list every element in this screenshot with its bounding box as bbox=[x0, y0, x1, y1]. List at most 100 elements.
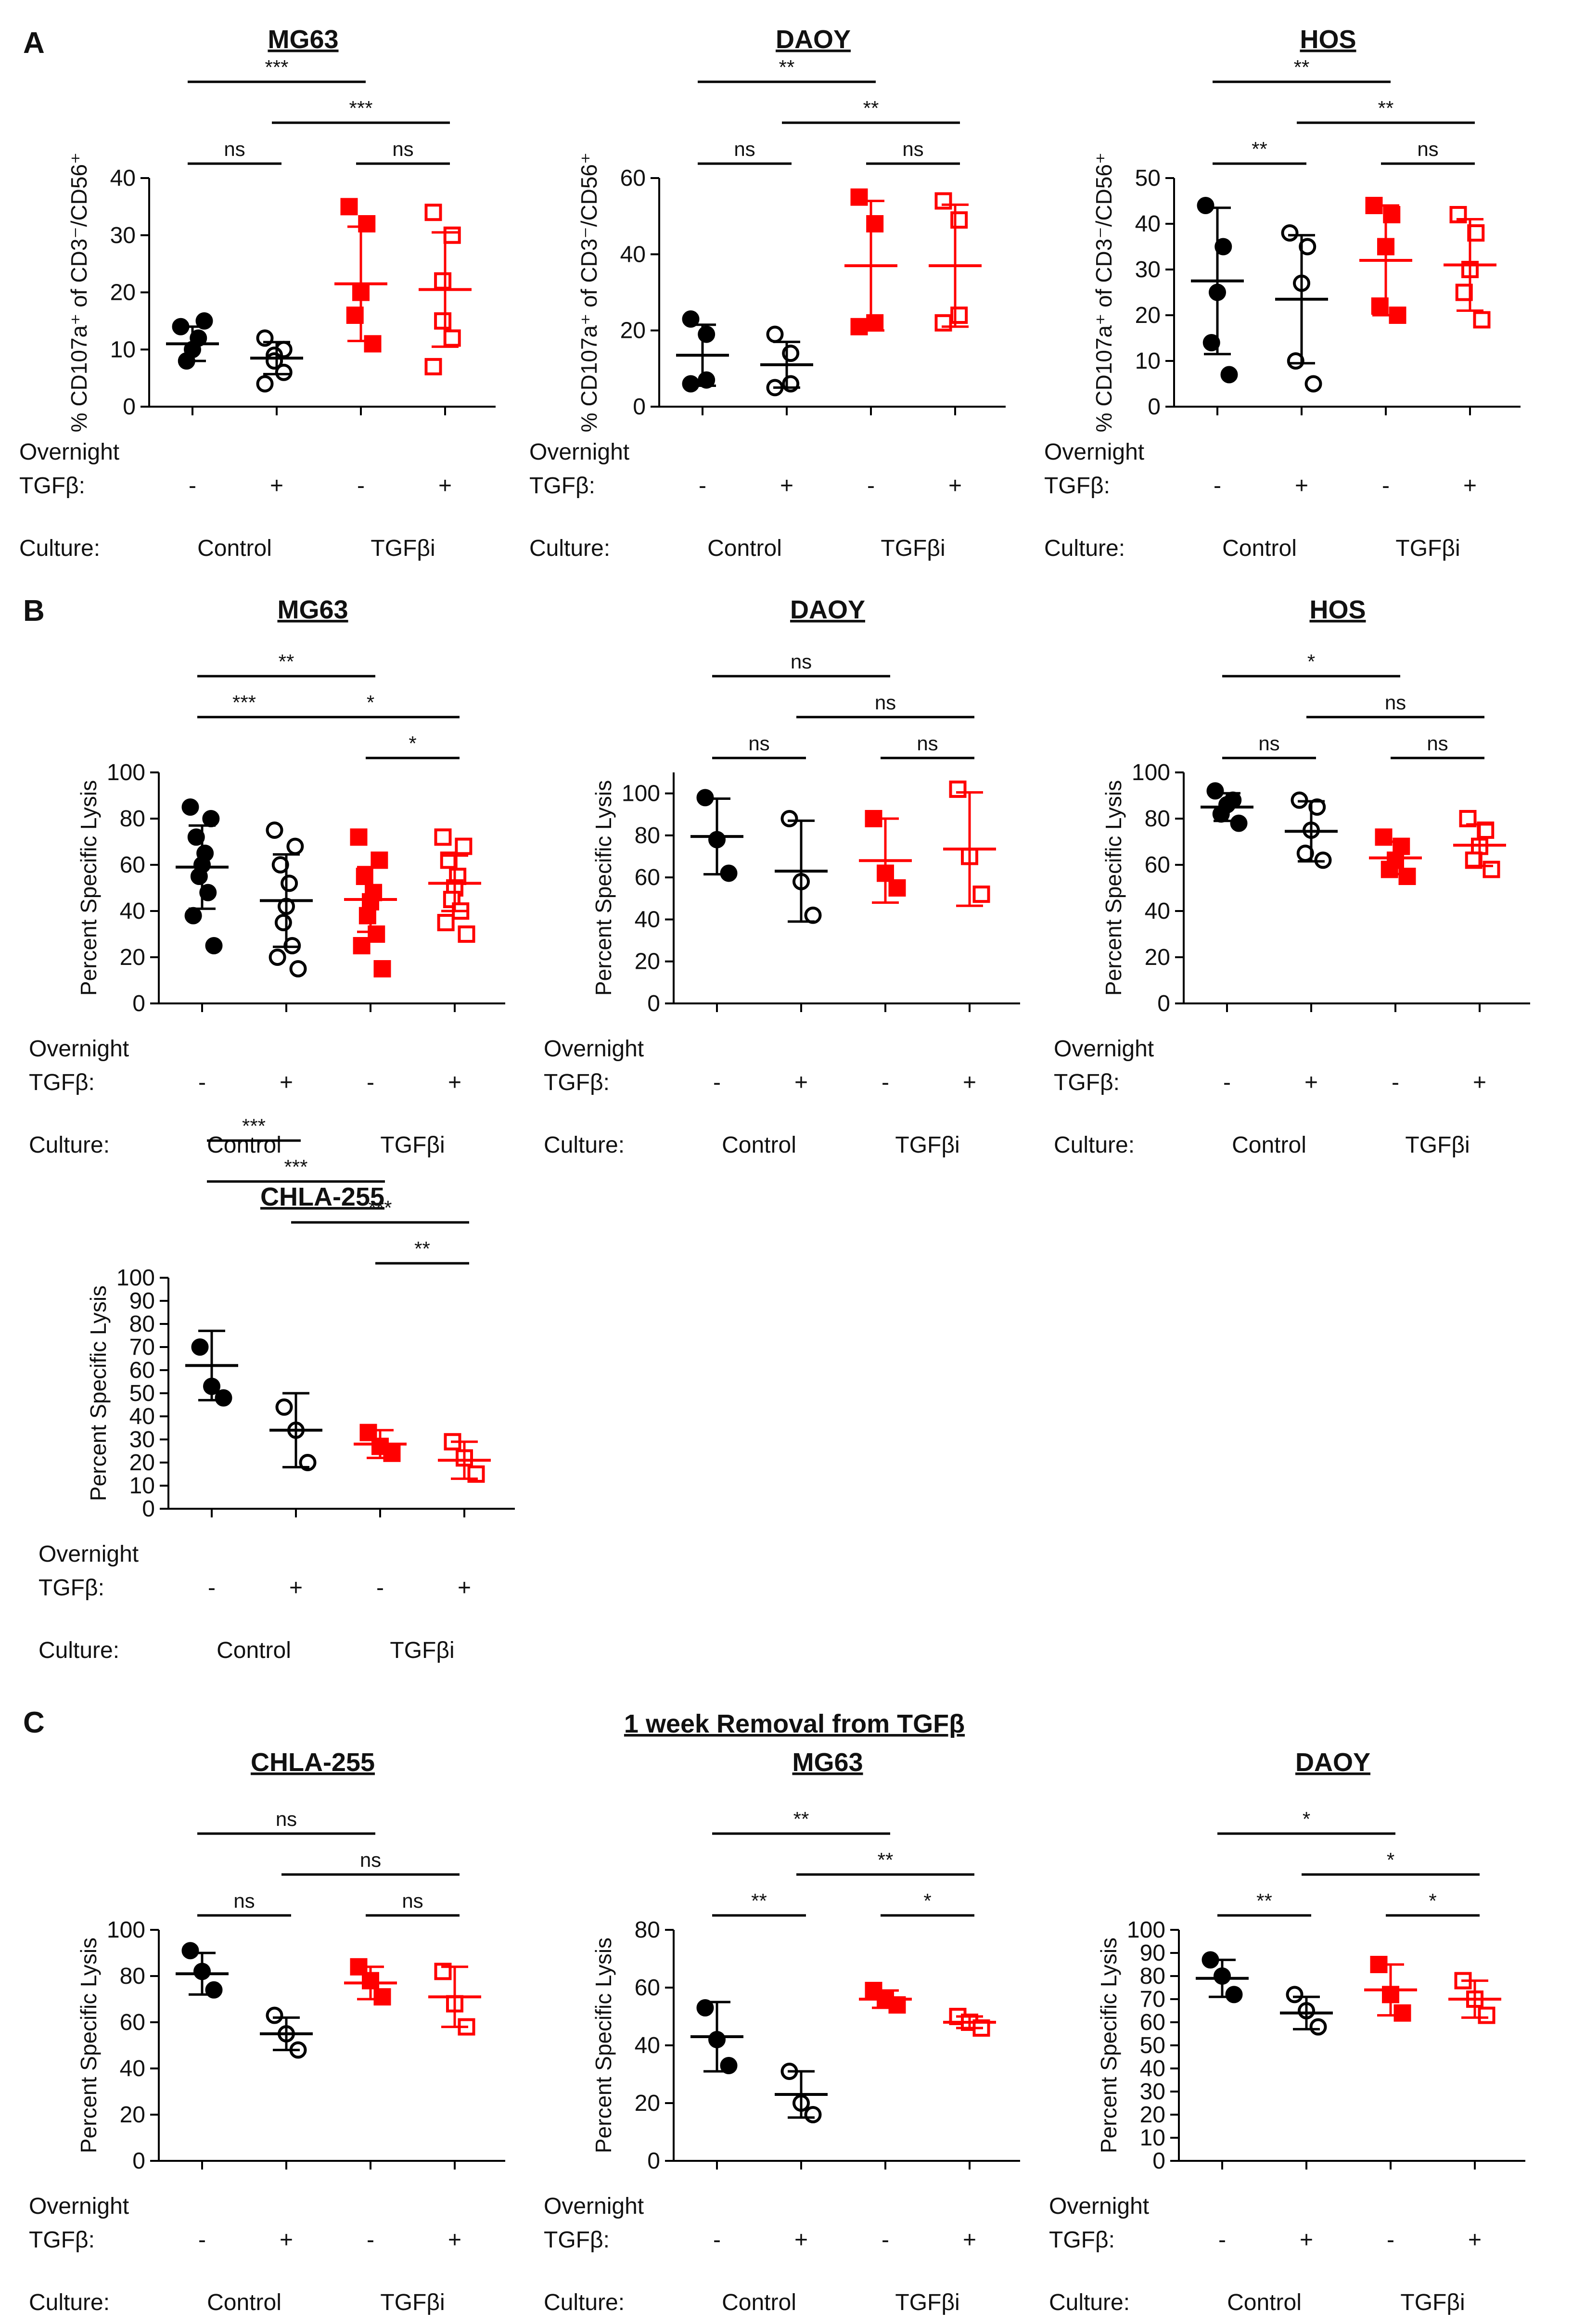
data-point bbox=[1206, 782, 1224, 800]
row-label-overnight: Overnight bbox=[29, 1036, 129, 1062]
panel-label-b: B bbox=[23, 594, 45, 628]
row-label-culture: Culture: bbox=[544, 2290, 625, 2315]
y-tick-label: 40 bbox=[110, 166, 136, 191]
y-tick-label: 80 bbox=[1145, 806, 1170, 832]
culture-label-tgfbi: TGFβi bbox=[380, 2290, 445, 2315]
significance-label: ns bbox=[1417, 138, 1438, 160]
data-point bbox=[850, 188, 868, 206]
y-tick-label: 60 bbox=[1140, 2010, 1165, 2035]
y-tick-label: 100 bbox=[1132, 760, 1170, 785]
chart-a1: MG63 0 10 20 30 40 % CD107a⁺ of CD3⁻/CD56⁺ ns ns… bbox=[19, 25, 496, 561]
culture-label-tgfbi: TGFβi bbox=[895, 1132, 959, 1158]
tgfb-sign: + bbox=[438, 473, 452, 499]
tgfb-sign: - bbox=[376, 1575, 384, 1601]
data-point bbox=[1230, 814, 1248, 832]
significance-label: ns bbox=[734, 138, 755, 160]
significance-label: ** bbox=[779, 56, 795, 78]
data-point bbox=[289, 960, 307, 977]
culture-label-control: Control bbox=[1232, 1132, 1306, 1158]
y-tick-label: 10 bbox=[1140, 2125, 1165, 2151]
group-2 bbox=[344, 828, 397, 977]
chart-title: DAOY bbox=[1295, 1748, 1370, 1777]
group-2 bbox=[859, 1982, 912, 2014]
tgfb-sign: + bbox=[458, 1575, 471, 1601]
tgfb-sign: + bbox=[948, 473, 962, 499]
row-label-tgfb: TGFβ: bbox=[1054, 1070, 1120, 1095]
tgfb-sign: + bbox=[963, 2227, 976, 2253]
data-point bbox=[383, 1444, 401, 1462]
row-label-overnight: Overnight bbox=[38, 1541, 139, 1567]
y-tick-label: 100 bbox=[622, 781, 660, 807]
significance-label: ns bbox=[748, 732, 769, 755]
group-3 bbox=[943, 2008, 996, 2037]
y-tick-label: 40 bbox=[635, 907, 660, 932]
data-point bbox=[187, 828, 205, 846]
y-tick-label: 90 bbox=[1140, 1940, 1165, 1966]
significance-label: ** bbox=[414, 1237, 430, 1260]
group-2 bbox=[354, 1424, 407, 1462]
chart-a3: HOS 0 10 20 30 40 50 % CD107a⁺ of CD3⁻/CD56⁺ ** n… bbox=[1044, 25, 1521, 561]
data-point bbox=[190, 868, 208, 885]
row-label-tgfb: TGFβ: bbox=[544, 1070, 610, 1095]
y-tick-label: 40 bbox=[635, 2033, 660, 2058]
y-tick-label: 50 bbox=[1135, 166, 1161, 191]
data-point bbox=[934, 192, 952, 210]
chart-a2: DAOY 0 20 40 60 % CD107a⁺ of CD3⁻/CD56⁺ ns ns **… bbox=[529, 25, 1006, 561]
culture-label-tgfbi: TGFβi bbox=[380, 1132, 445, 1158]
data-point bbox=[281, 874, 298, 892]
group-0 bbox=[185, 1329, 238, 1407]
group-3 bbox=[929, 192, 982, 332]
significance-label: *** bbox=[284, 1156, 307, 1178]
data-point bbox=[434, 1963, 452, 1980]
data-point bbox=[371, 851, 388, 869]
data-point bbox=[1304, 375, 1322, 393]
group-0 bbox=[176, 798, 229, 954]
significance-label: ** bbox=[1378, 97, 1394, 119]
y-tick-label: 10 bbox=[110, 337, 136, 362]
data-point bbox=[181, 1942, 199, 1960]
y-tick-label: 0 bbox=[123, 394, 136, 420]
data-point bbox=[1393, 2004, 1411, 2022]
data-point bbox=[181, 798, 199, 816]
row-label-overnight: Overnight bbox=[19, 439, 119, 465]
y-tick-label: 20 bbox=[1145, 945, 1170, 970]
culture-label-tgfbi: TGFβi bbox=[881, 536, 945, 561]
data-point bbox=[373, 960, 391, 977]
y-tick-label: 20 bbox=[1140, 2102, 1165, 2128]
tgfb-sign: + bbox=[280, 2227, 293, 2253]
y-tick-label: 50 bbox=[129, 1381, 155, 1406]
tgfb-sign: - bbox=[882, 2227, 889, 2253]
y-tick-label: 80 bbox=[635, 823, 660, 848]
culture-label-control: Control bbox=[207, 2290, 281, 2315]
y-tick-label: 40 bbox=[1140, 2056, 1165, 2081]
chart-title: HOS bbox=[1309, 595, 1366, 624]
y-tick-label: 80 bbox=[635, 1917, 660, 1943]
culture-label-control: Control bbox=[207, 1132, 281, 1158]
data-point bbox=[766, 325, 784, 343]
data-point bbox=[888, 879, 906, 897]
group-1 bbox=[775, 2063, 828, 2123]
group-3 bbox=[419, 204, 472, 375]
group-0 bbox=[166, 312, 219, 370]
tgfb-sign: - bbox=[367, 1070, 374, 1095]
data-point bbox=[268, 949, 286, 966]
tgfb-sign: + bbox=[280, 1070, 293, 1095]
y-tick-label: 40 bbox=[1135, 211, 1161, 237]
group-1 bbox=[1275, 224, 1328, 393]
culture-label-tgfbi: TGFβi bbox=[1400, 2290, 1465, 2315]
tgfb-sign: + bbox=[270, 473, 283, 499]
data-point bbox=[1299, 238, 1317, 256]
data-point bbox=[256, 375, 274, 393]
y-tick-label: 100 bbox=[1127, 1917, 1165, 1943]
culture-label-tgfbi: TGFβi bbox=[390, 1638, 454, 1663]
culture-label-tgfbi: TGFβi bbox=[1395, 536, 1460, 561]
significance-label: ns bbox=[791, 650, 812, 673]
group-0 bbox=[1191, 197, 1244, 384]
y-tick-label: 40 bbox=[120, 899, 145, 924]
row-label-overnight: Overnight bbox=[1044, 439, 1144, 465]
data-point bbox=[358, 907, 376, 924]
group-0 bbox=[1196, 1951, 1249, 2003]
